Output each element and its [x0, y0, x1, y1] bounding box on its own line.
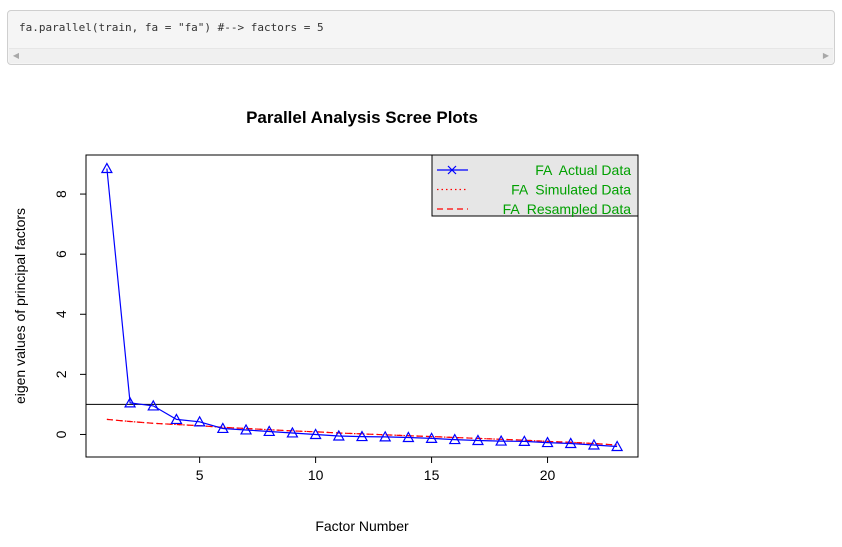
data-point-marker [495, 434, 508, 446]
x-tick-label: 15 [424, 467, 440, 483]
data-point-marker [124, 396, 137, 408]
data-point-marker [100, 162, 113, 174]
code-line: fa.parallel(train, fa = "fa") #--> facto… [19, 21, 324, 34]
plot-frame [85, 154, 639, 458]
y-tick-label: 4 [53, 310, 69, 318]
data-point-marker [518, 435, 531, 446]
code-output-panel: fa.parallel(train, fa = "fa") #--> facto… [7, 10, 835, 65]
x-tick-label: 5 [196, 467, 204, 483]
data-point-marker [402, 431, 415, 443]
data-point-marker [355, 430, 369, 442]
x-tick-label: 20 [540, 467, 556, 483]
y-axis-label: eigen values of principal factors [12, 208, 28, 404]
data-point-marker [448, 433, 461, 445]
data-point-marker [564, 437, 577, 449]
horizontal-scrollbar[interactable]: ◀ ▶ [9, 48, 833, 63]
data-point-marker [541, 436, 554, 448]
series-line-0 [106, 168, 618, 448]
legend-label-0: FA Actual Data [535, 162, 631, 178]
data-point-marker [263, 425, 276, 437]
data-point-marker [425, 432, 438, 443]
chart-title: Parallel Analysis Scree Plots [246, 108, 478, 127]
y-tick-label: 8 [53, 190, 69, 198]
y-tick-label: 0 [53, 430, 69, 438]
data-point-marker [471, 434, 484, 446]
data-point-marker [587, 438, 600, 450]
data-point-marker [147, 399, 160, 411]
data-point-marker [611, 440, 624, 452]
y-tick-label: 2 [53, 370, 69, 378]
data-point-marker [170, 413, 183, 425]
data-point-marker [309, 428, 322, 440]
data-point-marker [240, 423, 253, 435]
x-axis-label: Factor Number [315, 518, 409, 534]
data-point-marker [216, 422, 229, 434]
x-marker-icon [447, 165, 457, 175]
scree-plot: Parallel Analysis Scree Plots Factor Num… [12, 108, 639, 534]
legend-box [431, 154, 639, 217]
triangle-left-icon[interactable]: ◀ [12, 51, 20, 60]
data-point-marker [332, 429, 345, 441]
series-line-2 [106, 418, 618, 446]
x-tick-label: 10 [308, 467, 324, 483]
y-tick-label: 6 [53, 250, 69, 258]
legend-label-1: FA Simulated Data [511, 182, 631, 198]
data-point-marker [286, 426, 299, 438]
data-point-marker [193, 415, 206, 427]
legend-label-2: FA Resampled Data [503, 201, 632, 217]
triangle-right-icon[interactable]: ▶ [822, 51, 830, 60]
data-point-marker [379, 430, 392, 442]
